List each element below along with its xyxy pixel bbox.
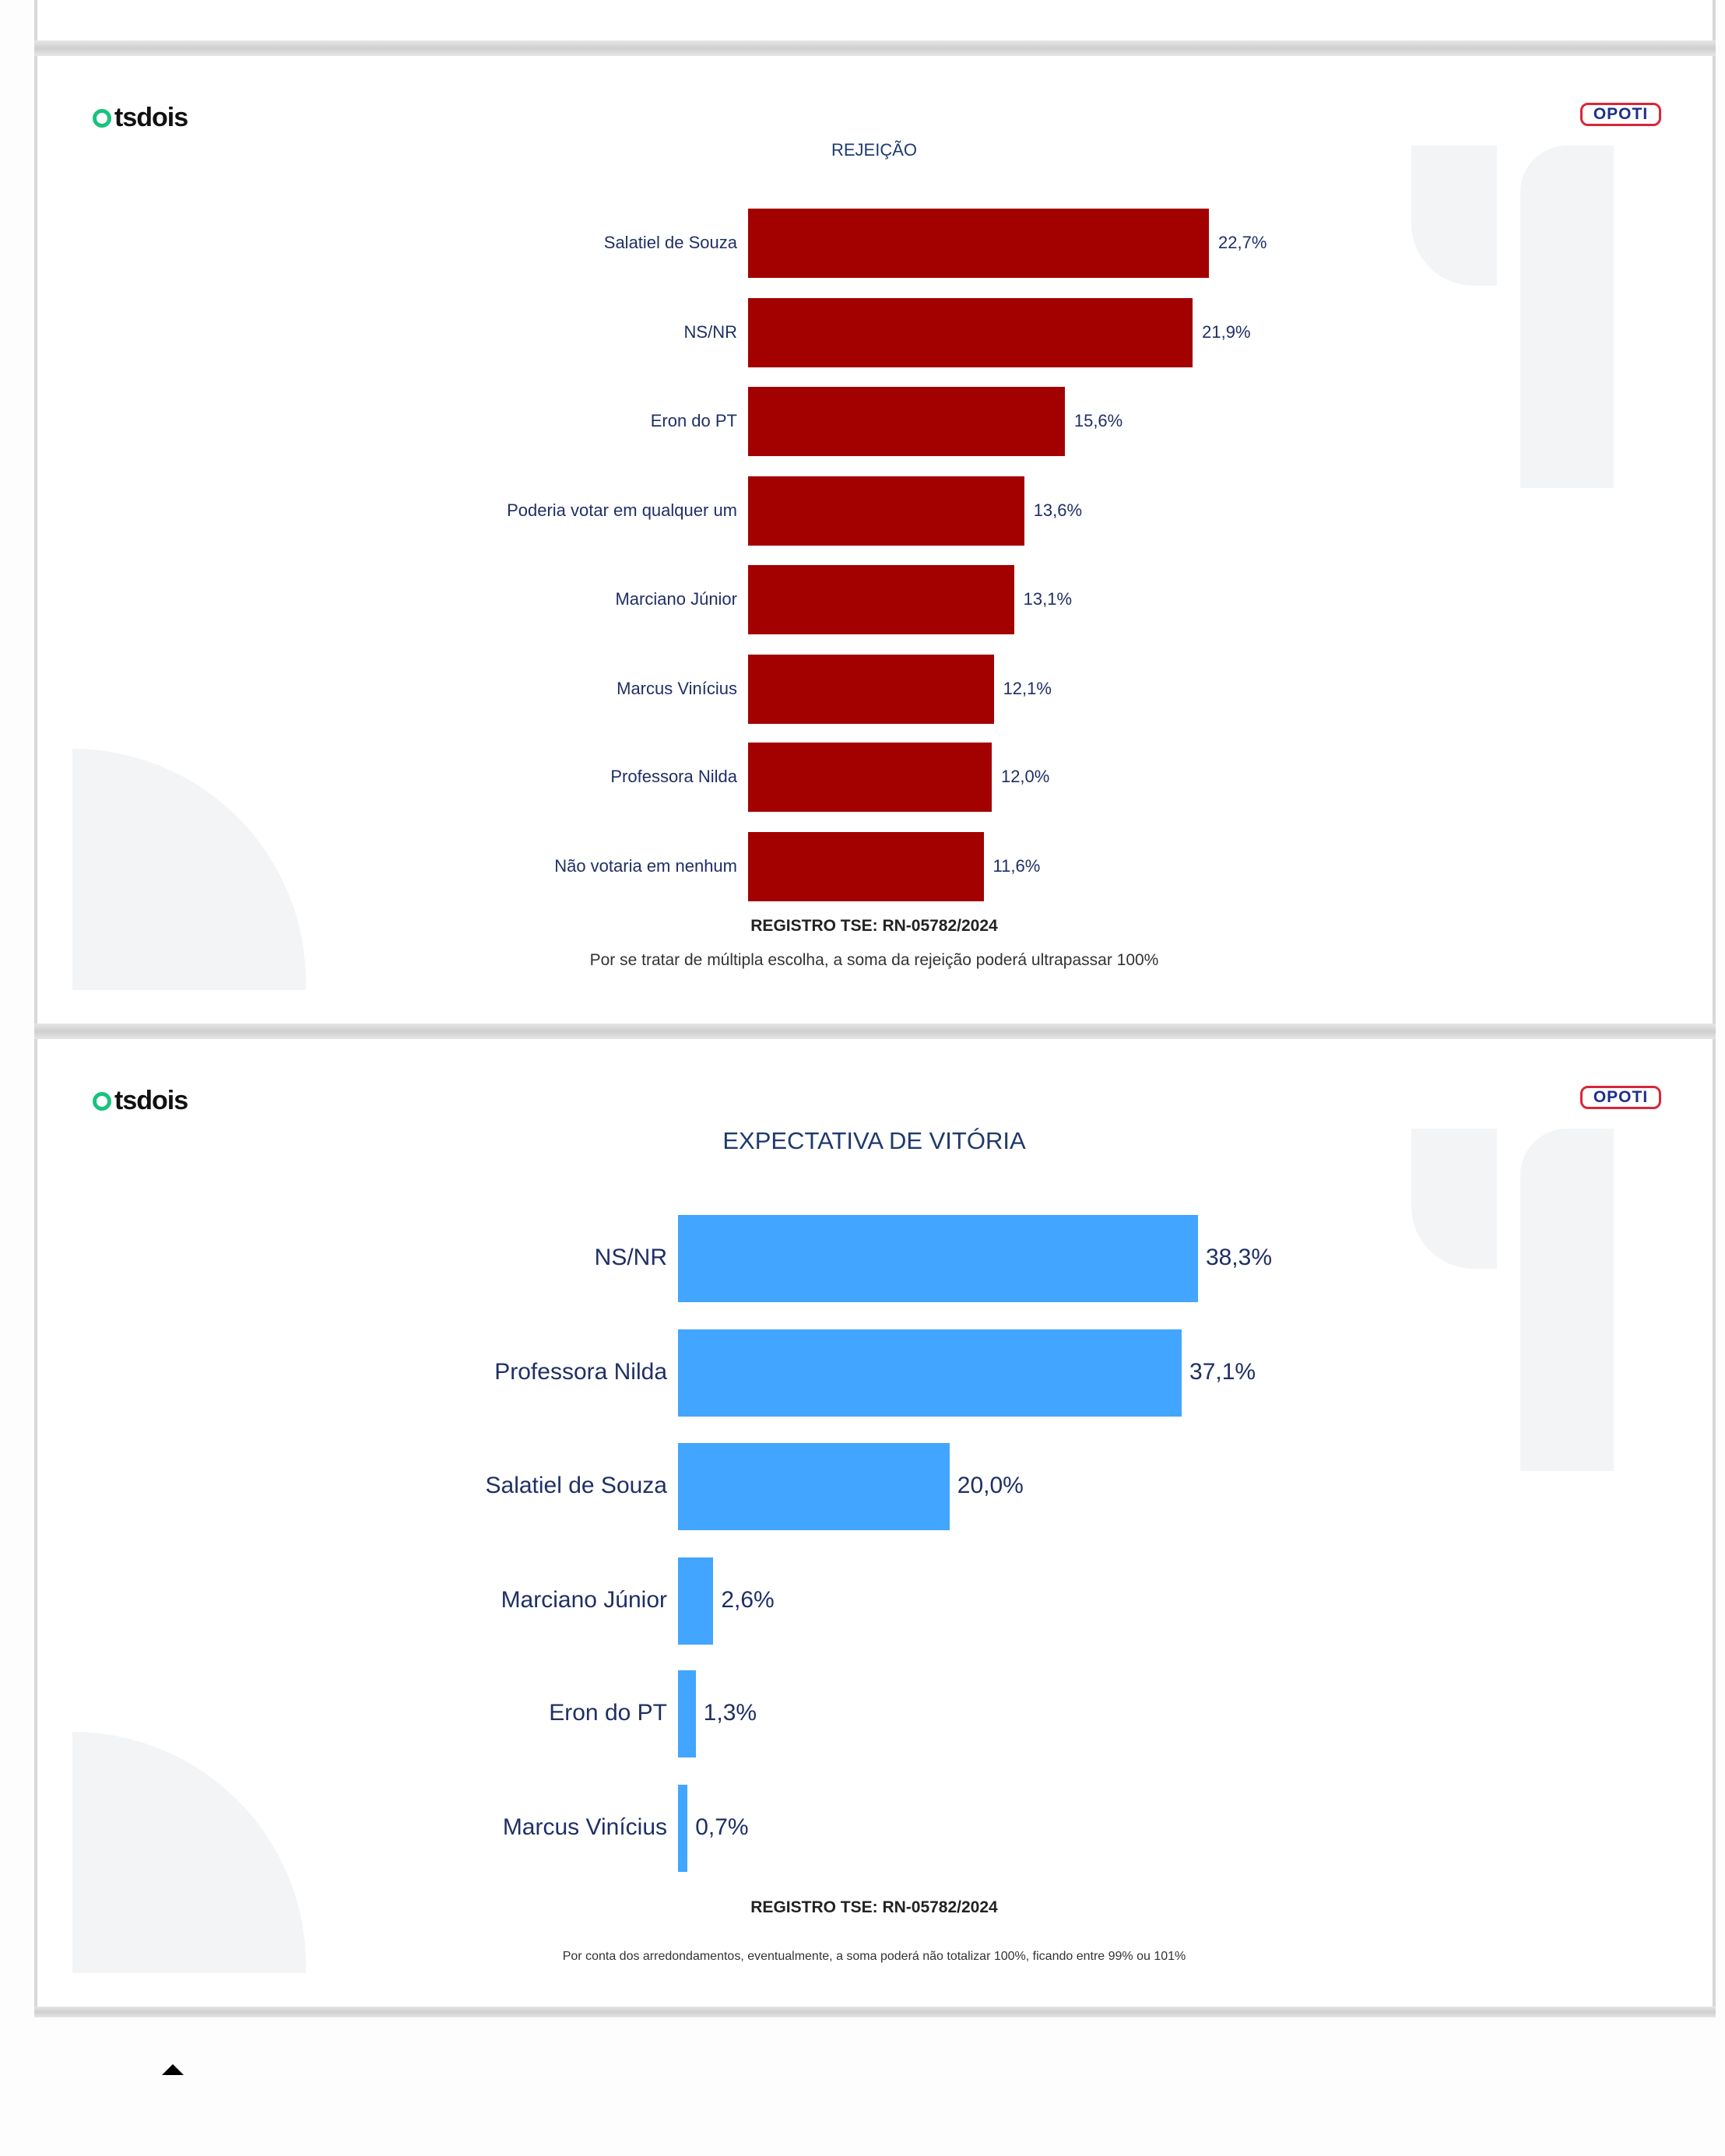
category-label: Eron do PT <box>549 1700 667 1726</box>
slide-separator <box>34 2007 1716 2017</box>
chart-title: EXPECTATIVA DE VITÓRIA <box>722 1127 1026 1154</box>
opoti-logo: OPOTI <box>1580 1086 1661 1109</box>
bar <box>748 831 984 901</box>
category-label: Eron do PT <box>650 410 737 430</box>
opoti-logo: OPOTI <box>1580 103 1661 126</box>
scroll-up-caret-icon[interactable] <box>162 2064 184 2075</box>
value-label: 15,6% <box>1073 410 1123 430</box>
category-label: Marciano Júnior <box>501 1587 667 1613</box>
category-label: Marcus Vinícius <box>502 1814 667 1840</box>
tsdois-logo: tsdois <box>93 1086 188 1116</box>
watermark-shape <box>72 1732 306 1973</box>
bar <box>748 654 994 724</box>
slide-separator <box>34 1024 1716 1039</box>
value-label: 38,3% <box>1205 1245 1273 1270</box>
value-label: 21,9% <box>1202 321 1251 342</box>
value-label: 12,1% <box>1003 678 1052 698</box>
bar <box>748 386 1065 456</box>
category-label: Professora Nilda <box>494 1359 667 1385</box>
category-label: Salatiel de Souza <box>485 1473 668 1498</box>
chart-note: Por conta dos arredondamentos, eventualm… <box>562 1950 1186 1963</box>
watermark-shape <box>1411 1129 1497 1269</box>
watermark-shape <box>1411 146 1497 286</box>
bar <box>748 564 1014 634</box>
watermark-shape <box>1520 1129 1614 1471</box>
slide-expectativa: tsdois OPOTI EXPECTATIVA DE VITÓRIA NS/N… <box>41 1039 1707 2007</box>
value-label: 0,7% <box>695 1814 749 1840</box>
watermark-shape <box>1520 146 1614 488</box>
tsdois-logo: tsdois <box>93 103 188 133</box>
value-label: 11,6% <box>992 855 1041 876</box>
registro-tse: REGISTRO TSE: RN-05782/2024 <box>750 1898 998 1916</box>
slide-rejeicao: tsdois OPOTI REJEIÇÃO Salatiel de Souza 2… <box>41 56 1707 1024</box>
category-label: Poderia votar em qualquer um <box>507 500 737 520</box>
category-label: Marcus Vinícius <box>617 678 737 698</box>
bar <box>678 1557 714 1645</box>
bar <box>678 1329 1182 1417</box>
slide-separator <box>34 40 1716 56</box>
bar <box>678 1670 696 1757</box>
value-label: 12,0% <box>1000 766 1050 786</box>
value-label: 22,7% <box>1218 232 1267 252</box>
category-label: Marciano Júnior <box>615 588 737 609</box>
registro-tse: REGISTRO TSE: RN-05782/2024 <box>750 917 998 935</box>
value-label: 1,3% <box>703 1700 757 1726</box>
value-label: 2,6% <box>721 1587 775 1613</box>
category-label: Não votaria em nenhum <box>554 855 737 876</box>
bar <box>748 208 1210 278</box>
bar <box>678 1215 1198 1302</box>
value-label: 20,0% <box>957 1473 1024 1498</box>
chart-note: Por se tratar de múltipla escolha, a som… <box>589 951 1159 969</box>
bar <box>748 476 1024 546</box>
category-label: Professora Nilda <box>610 766 737 786</box>
category-label: NS/NR <box>594 1245 667 1270</box>
category-label: Salatiel de Souza <box>603 232 737 252</box>
category-label: NS/NR <box>683 321 737 342</box>
value-label: 37,1% <box>1189 1359 1256 1385</box>
value-label: 13,6% <box>1033 500 1083 520</box>
value-label: 13,1% <box>1023 588 1073 609</box>
bar <box>678 1443 950 1530</box>
bar <box>678 1785 688 1872</box>
chart-title: REJEIÇÃO <box>831 140 918 160</box>
bar <box>748 297 1193 367</box>
bar <box>748 742 992 812</box>
